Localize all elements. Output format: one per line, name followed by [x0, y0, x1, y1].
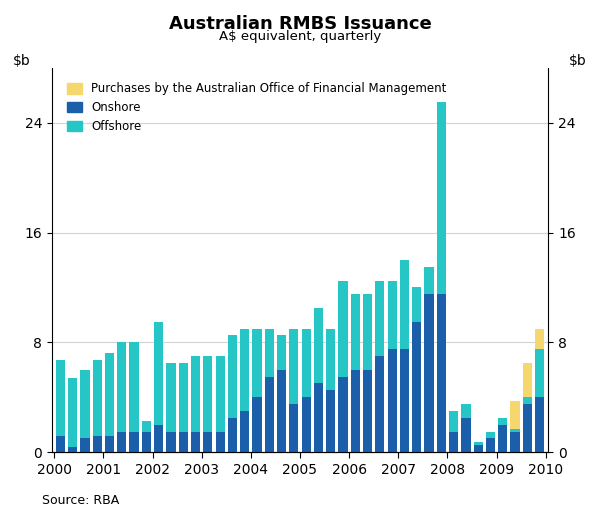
Bar: [523, 404, 532, 452]
Bar: [498, 424, 508, 452]
Bar: [412, 287, 421, 322]
Bar: [326, 390, 335, 452]
Bar: [68, 378, 77, 446]
Bar: [142, 432, 151, 452]
Bar: [166, 432, 176, 452]
Bar: [338, 281, 347, 377]
Bar: [302, 397, 311, 452]
Bar: [289, 404, 298, 452]
Bar: [461, 418, 470, 452]
Bar: [191, 432, 200, 452]
Bar: [535, 329, 544, 349]
Bar: [80, 370, 89, 438]
Bar: [154, 424, 163, 452]
Bar: [228, 418, 237, 452]
Bar: [154, 322, 163, 424]
Bar: [191, 356, 200, 432]
Bar: [535, 349, 544, 397]
Bar: [523, 397, 532, 404]
Bar: [473, 445, 483, 452]
Bar: [511, 432, 520, 452]
Bar: [400, 349, 409, 452]
Bar: [424, 267, 434, 294]
Bar: [289, 329, 298, 404]
Bar: [105, 353, 114, 436]
Bar: [56, 436, 65, 452]
Y-axis label: $b: $b: [13, 54, 31, 68]
Bar: [68, 446, 77, 452]
Bar: [240, 329, 250, 411]
Bar: [203, 432, 212, 452]
Bar: [400, 260, 409, 349]
Bar: [375, 281, 385, 356]
Bar: [179, 432, 188, 452]
Bar: [105, 436, 114, 452]
Bar: [92, 360, 102, 436]
Bar: [253, 329, 262, 397]
Bar: [375, 356, 385, 452]
Bar: [437, 102, 446, 294]
Bar: [265, 329, 274, 377]
Bar: [437, 294, 446, 452]
Bar: [314, 308, 323, 383]
Bar: [142, 420, 151, 432]
Bar: [130, 432, 139, 452]
Bar: [253, 397, 262, 452]
Legend: Purchases by the Australian Office of Financial Management, Onshore, Offshore: Purchases by the Australian Office of Fi…: [62, 78, 451, 138]
Bar: [449, 411, 458, 432]
Bar: [326, 329, 335, 390]
Bar: [117, 432, 127, 452]
Bar: [166, 363, 176, 432]
Bar: [511, 401, 520, 429]
Bar: [350, 294, 360, 370]
Bar: [412, 322, 421, 452]
Bar: [388, 281, 397, 349]
Bar: [265, 377, 274, 452]
Bar: [473, 442, 483, 445]
Bar: [523, 363, 532, 397]
Bar: [92, 436, 102, 452]
Bar: [486, 432, 495, 438]
Bar: [277, 335, 286, 370]
Bar: [80, 438, 89, 452]
Bar: [486, 438, 495, 452]
Bar: [350, 370, 360, 452]
Bar: [277, 370, 286, 452]
Y-axis label: $b: $b: [569, 54, 587, 68]
Text: Source: RBA: Source: RBA: [42, 494, 119, 507]
Bar: [228, 335, 237, 418]
Bar: [314, 383, 323, 452]
Bar: [363, 294, 372, 370]
Title: Australian RMBS Issuance: Australian RMBS Issuance: [169, 15, 431, 33]
Text: A$ equivalent, quarterly: A$ equivalent, quarterly: [219, 30, 381, 43]
Bar: [302, 329, 311, 397]
Bar: [363, 370, 372, 452]
Bar: [461, 404, 470, 418]
Bar: [56, 360, 65, 436]
Bar: [498, 418, 508, 424]
Bar: [215, 432, 225, 452]
Bar: [388, 349, 397, 452]
Bar: [215, 356, 225, 432]
Bar: [338, 377, 347, 452]
Bar: [117, 343, 127, 432]
Bar: [449, 432, 458, 452]
Bar: [203, 356, 212, 432]
Bar: [424, 294, 434, 452]
Bar: [511, 429, 520, 432]
Bar: [179, 363, 188, 432]
Bar: [535, 397, 544, 452]
Bar: [130, 343, 139, 432]
Bar: [240, 411, 250, 452]
